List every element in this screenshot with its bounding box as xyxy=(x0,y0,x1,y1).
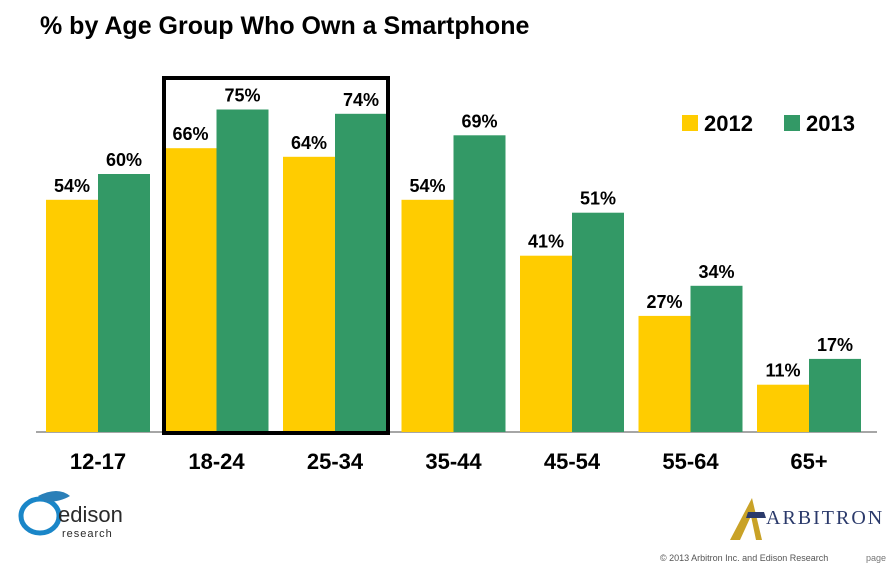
data-label-2013-45-54: 51% xyxy=(580,189,616,209)
bar-2013-35-44 xyxy=(453,135,506,433)
chart-title: % by Age Group Who Own a Smartphone xyxy=(40,12,530,40)
legend-label-2013: 2013 xyxy=(806,111,855,136)
bar-2012-18-24 xyxy=(164,148,217,432)
legend-swatch-2012 xyxy=(682,115,698,131)
arbitron-logo-accent-icon xyxy=(746,512,766,518)
edison-logo-leaf-icon xyxy=(38,491,70,502)
edison-logo-text: edison xyxy=(58,502,123,527)
highlight-box xyxy=(162,76,390,435)
legend-swatch-2013 xyxy=(784,115,800,131)
category-label-25-34: 25-34 xyxy=(307,449,364,474)
arbitron-logo: ARBITRON xyxy=(730,498,884,540)
legend: 2012 2013 xyxy=(682,111,855,136)
category-label-65+: 65+ xyxy=(790,449,827,474)
bar-2013-65+ xyxy=(809,358,861,432)
bar-2013-18-24 xyxy=(216,109,269,432)
category-label-12-17: 12-17 xyxy=(70,449,126,474)
bar-2013-55-64 xyxy=(690,285,743,432)
data-label-2013-55-64: 34% xyxy=(698,262,734,282)
data-label-2012-55-64: 27% xyxy=(646,292,682,312)
category-label-45-54: 45-54 xyxy=(544,449,601,474)
edison-logo: edison research xyxy=(18,491,123,540)
data-label-2012-65+: 11% xyxy=(765,361,800,381)
copyright-notice: © 2013 Arbitron Inc. and Edison Research xyxy=(660,553,829,563)
data-label-2013-18-24: 75% xyxy=(224,86,260,106)
bar-2013-12-17 xyxy=(98,174,150,432)
legend-label-2012: 2012 xyxy=(704,111,753,136)
arbitron-logo-text: ARBITRON xyxy=(766,507,884,529)
data-label-2012-18-24: 66% xyxy=(172,124,208,144)
bar-2013-45-54 xyxy=(572,212,624,432)
data-label-2013-12-17: 60% xyxy=(106,150,142,170)
bar-2012-55-64 xyxy=(638,315,691,432)
category-label-55-64: 55-64 xyxy=(662,449,719,474)
bar-2013-25-34 xyxy=(335,113,387,433)
data-label-2012-25-34: 64% xyxy=(291,133,327,153)
bar-2012-65+ xyxy=(757,384,809,432)
edison-logo-swirl-icon xyxy=(18,496,62,536)
category-label-18-24: 18-24 xyxy=(188,449,245,474)
bar-2012-45-54 xyxy=(520,255,572,432)
category-label-35-44: 35-44 xyxy=(425,449,482,474)
bar-2012-25-34 xyxy=(283,156,335,433)
data-label-2012-12-17: 54% xyxy=(54,176,90,196)
edison-logo-subtext: research xyxy=(62,528,113,540)
data-label-2013-25-34: 74% xyxy=(343,90,379,110)
bar-2012-35-44 xyxy=(401,199,454,432)
bar-2012-12-17 xyxy=(46,199,98,432)
data-label-2012-35-44: 54% xyxy=(409,176,445,196)
data-label-2012-45-54: 41% xyxy=(528,232,564,252)
arbitron-logo-mark-icon xyxy=(730,498,762,540)
data-label-2013-35-44: 69% xyxy=(461,111,497,131)
page-label: page xyxy=(866,553,887,563)
data-label-2013-65+: 17% xyxy=(817,335,853,355)
